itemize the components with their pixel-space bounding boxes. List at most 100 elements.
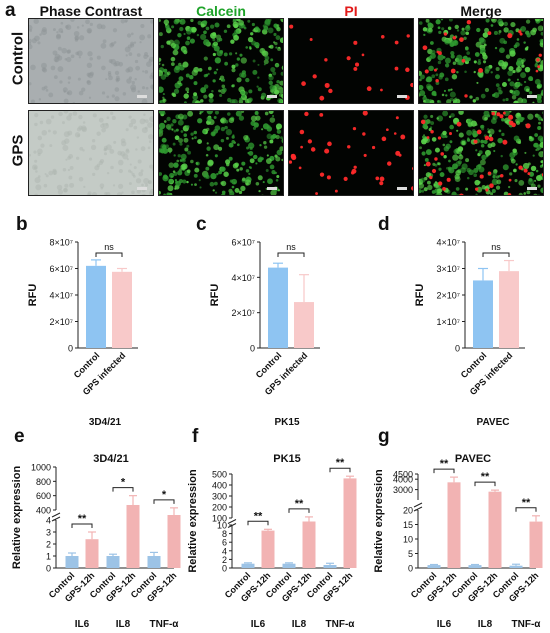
y-tick-label: 1 (46, 552, 51, 562)
group-label: IL8 (478, 619, 493, 630)
scale-bar (137, 187, 147, 190)
y-tick-label: 0 (46, 564, 51, 574)
panel-label-e: e (14, 426, 25, 447)
micrograph-gps-pi (288, 110, 414, 196)
significance-label: ** (254, 510, 263, 522)
y-tick-label: 2×10⁷ (231, 308, 255, 318)
micrograph-gps-phase-contrast (28, 110, 154, 196)
y-axis-label: RFU (209, 284, 221, 307)
y-axis-label: Relative expression (373, 469, 385, 573)
y-tick-label: 3 (46, 528, 51, 538)
significance-bracket (482, 252, 510, 257)
panel-label-c: c (196, 214, 207, 235)
bar-gps-12h (343, 478, 357, 568)
scale-bar (137, 95, 147, 98)
group-label: TNF-α (326, 619, 356, 630)
group-label: IL6 (75, 619, 90, 630)
y-tick-label: 3000 (393, 485, 413, 495)
y-tick-label: 1×10⁷ (436, 317, 460, 327)
significance-label: ** (78, 513, 87, 525)
group-label: IL8 (292, 619, 307, 630)
micrograph-control-pi (288, 18, 414, 104)
scale-bar (527, 95, 537, 98)
significance-label: ns (491, 242, 501, 252)
bar-control (65, 556, 79, 568)
group-label: IL6 (437, 619, 452, 630)
y-tick-label: 4×10⁷ (231, 273, 255, 283)
panel-caption: PK15 (274, 417, 299, 428)
group-label: IL6 (251, 619, 266, 630)
y-tick-label: 0 (455, 344, 460, 354)
chart-title: PAVEC (455, 453, 491, 465)
scale-bar (397, 187, 407, 190)
y-tick-label: 2 (46, 540, 51, 550)
significance-label: ** (336, 457, 345, 469)
scale-bar (267, 187, 277, 190)
y-tick-label: 5 (408, 549, 413, 559)
bar-control (473, 280, 493, 348)
bar-control (86, 265, 106, 348)
column-header-merge: Merge (460, 3, 502, 19)
y-tick-label: 4500 (393, 470, 413, 480)
y-tick-label: 20 (403, 506, 413, 516)
y-axis-label: Relative expression (11, 466, 23, 570)
significance-label: ** (295, 498, 304, 510)
y-tick-label: 3×10⁷ (436, 264, 460, 274)
y-tick-label: 400 (36, 506, 51, 516)
group-label: IL8 (116, 619, 131, 630)
chart-title: PK15 (273, 453, 301, 465)
significance-bracket (71, 523, 93, 528)
bar-gps-12h (167, 515, 181, 568)
y-tick-label: 4×10⁷ (49, 291, 73, 301)
bar-control (106, 556, 120, 568)
bar-control (241, 563, 255, 568)
axis-break-mark (51, 512, 61, 518)
significance-bracket (474, 481, 496, 487)
y-tick-label: 400 (212, 481, 227, 491)
column-header-calcein: Calcein (196, 3, 246, 19)
bar-control (282, 563, 296, 568)
bar-gps-12h (447, 482, 461, 568)
bar-gps-12h (488, 491, 502, 568)
y-tick-label: 4000 (393, 475, 413, 485)
y-tick-label: 300 (212, 492, 227, 502)
bar-control (509, 565, 523, 568)
bar-control (268, 267, 288, 348)
significance-label: ns (286, 242, 296, 252)
panel-label-a: a (5, 0, 16, 21)
y-tick-label: 4×10⁷ (436, 238, 460, 248)
y-tick-label: 100 (212, 514, 227, 524)
bar-gps-12h (302, 521, 316, 568)
bar-gps-12h (261, 530, 275, 568)
significance-bracket (515, 507, 537, 512)
significance-bracket (95, 252, 123, 257)
micrograph-gps-calcein (158, 110, 284, 196)
axis-break-mark (227, 519, 237, 524)
bar-control (147, 556, 161, 568)
micrograph-control-calcein (158, 18, 284, 104)
bar-gps-12h (529, 521, 543, 568)
y-tick-label: 15 (403, 520, 413, 530)
significance-bracket (329, 467, 351, 473)
micrograph-control-merge (418, 18, 544, 104)
axis-break-mark (413, 502, 423, 508)
y-tick-label: 10 (217, 521, 227, 531)
significance-bracket (433, 468, 455, 474)
y-tick-label: 0 (222, 564, 227, 574)
y-tick-label: 6×10⁷ (231, 238, 255, 248)
significance-label: ** (440, 458, 449, 470)
panel-label-g: g (378, 426, 390, 447)
significance-bracket (112, 487, 134, 492)
panel-label-b: b (16, 214, 28, 235)
y-tick-label: 6×10⁷ (49, 264, 73, 274)
significance-bracket (153, 499, 175, 504)
bar-gps-12h (85, 539, 99, 568)
y-tick-label: 2×10⁷ (436, 291, 460, 301)
micrograph-control-phase-contrast (28, 18, 154, 104)
significance-bracket (288, 508, 310, 513)
panel-label-d: d (378, 214, 390, 235)
y-tick-label: 4 (222, 546, 227, 556)
y-tick-label: 10 (403, 535, 413, 545)
bar-control (427, 565, 441, 568)
